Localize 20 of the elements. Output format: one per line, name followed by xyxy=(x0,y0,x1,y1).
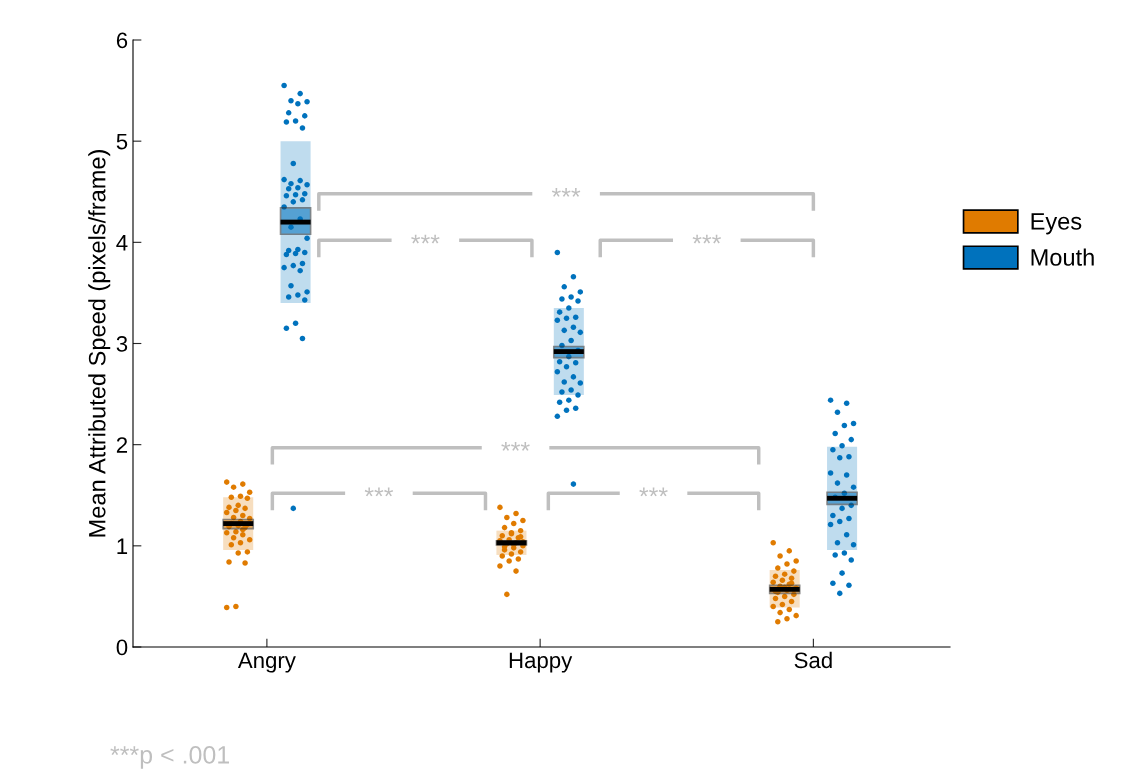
annotation: *** xyxy=(551,188,581,197)
y-tick-label: 4 xyxy=(116,235,128,251)
x-tick-label: Happy xyxy=(509,652,573,673)
annotation: *** xyxy=(501,442,530,451)
x-tick-label: Angry xyxy=(237,652,296,673)
legend-label: Mouth xyxy=(1031,248,1094,266)
y-tick-label: 6 xyxy=(116,32,128,49)
y-tick-label: 5 xyxy=(116,133,128,150)
y-tick-label: 1 xyxy=(117,538,128,554)
annotation: *** xyxy=(364,487,394,497)
legend-label: Eyes xyxy=(1031,213,1082,235)
annotation: *** xyxy=(639,487,668,497)
y-tick-label: 3 xyxy=(116,336,128,352)
y-tick-label: 2 xyxy=(116,437,128,453)
y-axis-title: Mean Attributed Speed (pixels/frame) xyxy=(88,150,111,537)
text: ***p < .001 xyxy=(110,746,230,769)
y-tick-label: 0 xyxy=(116,639,128,656)
x-tick-label: Sad xyxy=(794,651,832,669)
annotation: *** xyxy=(411,234,440,244)
annotation: *** xyxy=(692,234,722,244)
